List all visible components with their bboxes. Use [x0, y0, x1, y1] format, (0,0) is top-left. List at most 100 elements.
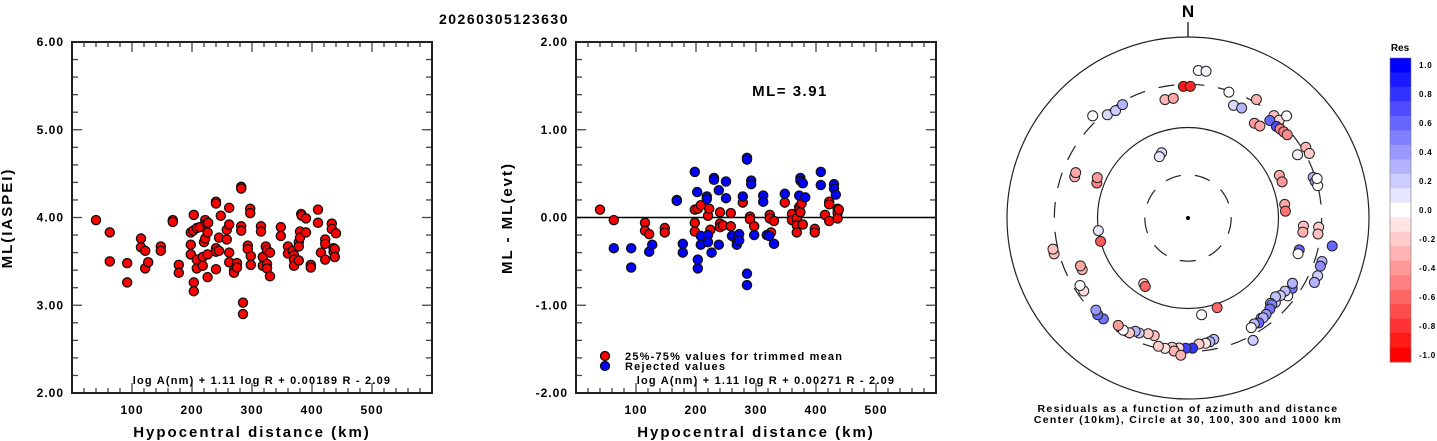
y-tick-label: 4.00 [37, 211, 64, 225]
colorbar-tick-label: -0.2 [1419, 235, 1436, 244]
x-tick-label: 100 [624, 403, 647, 417]
residual-xlabel: Hypocentral distance (km) [637, 424, 875, 441]
x-tick-label: 200 [180, 403, 203, 417]
ml-vs-distance-panel: 100 200 300 400 500 2.00 3.00 4.00 5.00 6.00 log … [0, 35, 433, 441]
colorbar-step [1390, 86, 1411, 102]
x-tick-label: 300 [240, 403, 263, 417]
station-point [1087, 110, 1099, 122]
data-point [255, 226, 267, 237]
data-point [706, 247, 717, 258]
y-tick-label: 2.00 [37, 386, 64, 400]
data-point [791, 227, 803, 238]
data-point [185, 239, 197, 250]
epicenter-dot [1186, 216, 1190, 220]
data-point [197, 260, 209, 272]
data-point [202, 217, 214, 229]
station-point [1312, 228, 1324, 240]
data-point [244, 207, 256, 219]
station-point [1184, 80, 1196, 92]
data-point [202, 271, 213, 283]
data-point [779, 197, 791, 208]
legend-label-trimmed: 25%-75% values for trimmed mean [625, 351, 843, 363]
station-point [1308, 276, 1320, 288]
x-tick-label: 100 [120, 403, 143, 417]
station-point [1112, 319, 1124, 331]
station-point [1287, 277, 1299, 289]
data-point [90, 214, 102, 226]
colorbar-step [1390, 275, 1411, 291]
legend-marker-rejected [599, 360, 611, 372]
data-point [763, 230, 775, 242]
station-point [1196, 309, 1208, 321]
data-point [319, 238, 331, 250]
data-point [692, 263, 704, 274]
data-point [757, 196, 769, 207]
data-point [104, 227, 116, 238]
data-point [823, 199, 835, 210]
colorbar-step [1390, 318, 1411, 334]
data-point [231, 262, 243, 273]
station-point [1281, 110, 1293, 122]
station-point [1314, 260, 1326, 272]
station-point [1276, 176, 1288, 188]
station-point [1167, 92, 1179, 104]
data-point [691, 186, 703, 198]
data-point [708, 174, 720, 186]
ml-vs-distance-formula: log A(nm) + 1.11 log R + 0.00189 R - 2.0… [133, 375, 392, 387]
data-point [646, 239, 658, 250]
station-point [1247, 334, 1259, 346]
data-point [737, 191, 749, 202]
data-point [779, 188, 791, 200]
colorbar-title: Res [1391, 43, 1410, 54]
station-point [1110, 105, 1122, 117]
data-point [213, 245, 225, 257]
colorbar-step [1390, 72, 1411, 88]
data-point [677, 247, 689, 258]
data-point [135, 233, 147, 244]
colorbar-tick-label: 0.8 [1419, 90, 1433, 99]
data-point [702, 236, 714, 248]
station-point [1245, 322, 1257, 334]
station-point [1200, 65, 1212, 77]
residual-vs-distance-tick-labels: 100 200 300 400 500 -2.00 -1.00 0.00 1.00 2.00 [536, 35, 887, 417]
residual-vs-distance-points [594, 152, 845, 291]
ml-vs-distance-frame [71, 41, 433, 394]
station-point [1279, 205, 1291, 217]
data-point [768, 215, 780, 227]
residual-ylabel: ML - ML(evt) [499, 162, 516, 274]
data-point [142, 257, 154, 268]
station-point [1303, 147, 1315, 159]
residual-formula: log A(nm) + 1.11 log R + 0.00271 R - 2.0… [637, 375, 896, 387]
data-point [223, 219, 235, 230]
data-point [167, 216, 179, 228]
colorbar-step [1390, 289, 1411, 305]
data-point [312, 217, 324, 229]
data-point [797, 219, 809, 230]
data-point [799, 192, 811, 203]
colorbar-step [1390, 202, 1411, 218]
y-tick-label: 2.00 [541, 35, 568, 49]
data-point [245, 259, 257, 271]
figure-title: 20260305123630 [439, 11, 569, 27]
x-tick-label: 400 [300, 403, 323, 417]
data-point [305, 262, 317, 273]
distance-circle-1000km [1006, 36, 1370, 400]
colorbar-tick-label: 0.0 [1419, 206, 1433, 215]
colorbar-tick-label: -1.0 [1419, 351, 1436, 360]
residual-vs-distance-panel: 100 200 300 400 500 -2.00 -1.00 0.00 1.00 2.00 ML… [499, 35, 937, 441]
data-point [223, 202, 235, 214]
data-point [594, 204, 606, 215]
ml-vs-distance-ylabel: ML(IASPEI) [0, 168, 16, 269]
y-tick-label: 0.00 [541, 211, 568, 225]
data-point [264, 271, 276, 282]
data-point [237, 297, 249, 308]
data-point [795, 206, 806, 218]
colorbar-tick-label: 0.4 [1419, 148, 1433, 157]
polar-subtitle-2: Center (10km), Circle at 30, 100, 300 an… [1034, 414, 1342, 426]
data-point [223, 247, 235, 258]
station-point [1281, 129, 1293, 141]
data-point [155, 245, 167, 257]
station-point [1311, 173, 1323, 185]
colorbar-step [1390, 188, 1411, 204]
station-point [1095, 235, 1107, 247]
